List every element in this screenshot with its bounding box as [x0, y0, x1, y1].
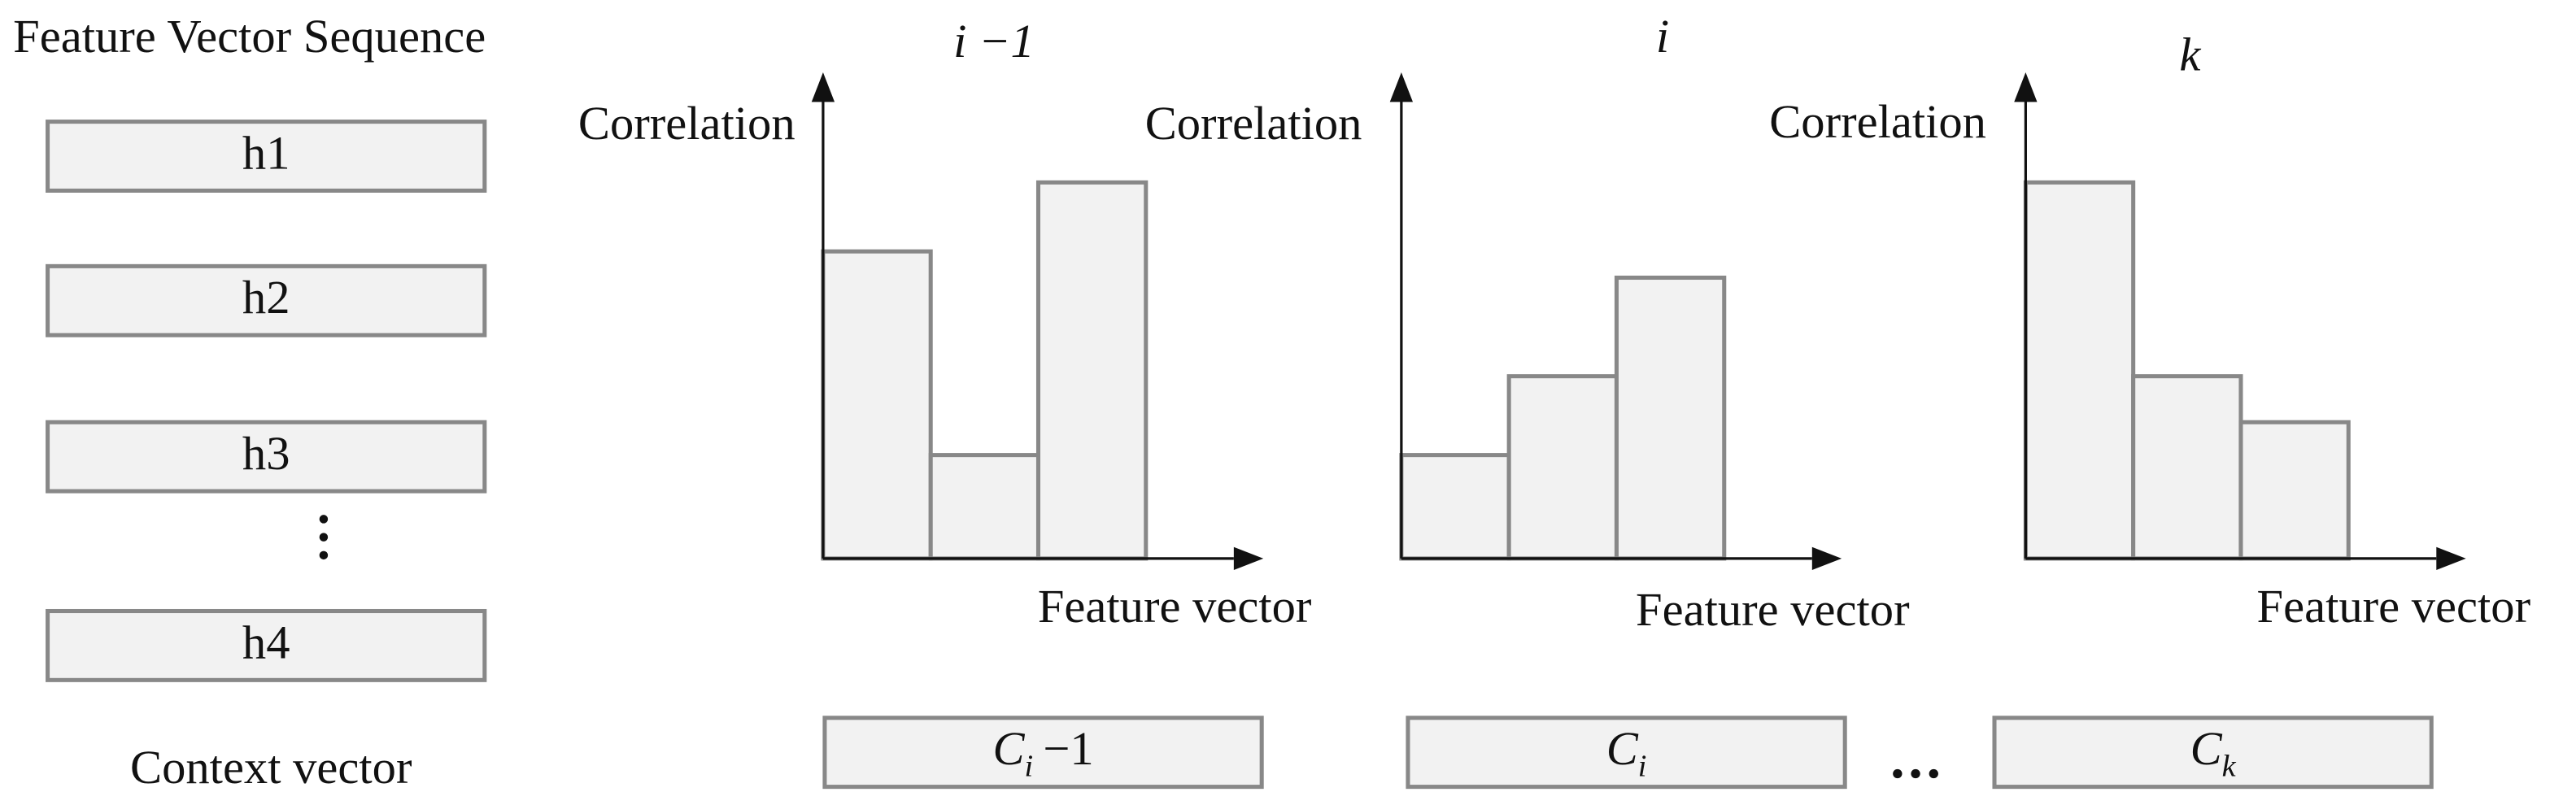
feature-label: h3 — [242, 427, 290, 480]
context-sub: i — [1638, 749, 1647, 783]
panel-title: i −1 — [953, 15, 1035, 67]
feature-box — [46, 120, 487, 193]
x-arrow — [2436, 546, 2466, 571]
feature-label: h4 — [242, 616, 290, 668]
bar — [2023, 180, 2136, 561]
x-axis-label: Feature vector — [1636, 583, 1910, 636]
panel-title: k — [2179, 28, 2201, 80]
y-arrow — [1389, 72, 1414, 102]
bar — [2238, 420, 2351, 561]
bar — [1399, 453, 1511, 561]
context-sub: k — [2222, 749, 2237, 783]
context-base: C — [1606, 723, 1639, 776]
y-arrow — [2014, 72, 2038, 102]
feature-label: h2 — [242, 271, 290, 324]
context-sub: i — [1025, 749, 1034, 783]
x-arrow — [1811, 546, 1842, 571]
bar — [928, 453, 1041, 561]
context-base: C — [992, 723, 1025, 776]
feature-box — [46, 420, 487, 494]
x-arrow — [1233, 546, 1264, 571]
bar — [1035, 180, 1149, 561]
y-axis-label: Correlation — [578, 97, 795, 150]
bar — [2131, 374, 2243, 561]
x-axis-label: Feature vector — [2257, 580, 2531, 633]
context-base: C — [2190, 723, 2223, 776]
panel-title: i — [1656, 10, 1669, 63]
sequence-title: Feature Vector Sequence — [13, 10, 486, 63]
context-label: Ci −1 — [992, 723, 1093, 784]
vertical-ellipsis — [319, 515, 329, 560]
context-label: Ck — [2190, 723, 2237, 784]
y-axis-label: Correlation — [1769, 95, 1986, 148]
bar — [821, 249, 933, 561]
context-suffix: −1 — [1043, 723, 1093, 776]
context-box — [1406, 716, 1847, 790]
context-box — [1992, 716, 2434, 790]
context-caption: Context vector — [130, 741, 412, 794]
y-arrow — [811, 72, 835, 102]
x-axis-label: Feature vector — [1038, 580, 1312, 633]
feature-box — [46, 608, 487, 682]
bar — [1614, 275, 1727, 561]
bar — [1506, 374, 1619, 561]
horizontal-ellipsis — [1893, 768, 1938, 779]
context-label: Ci — [1606, 723, 1647, 784]
feature-label: h1 — [242, 126, 290, 179]
context-box — [822, 716, 1264, 790]
y-axis-label: Correlation — [1145, 97, 1362, 150]
feature-box — [46, 263, 487, 337]
